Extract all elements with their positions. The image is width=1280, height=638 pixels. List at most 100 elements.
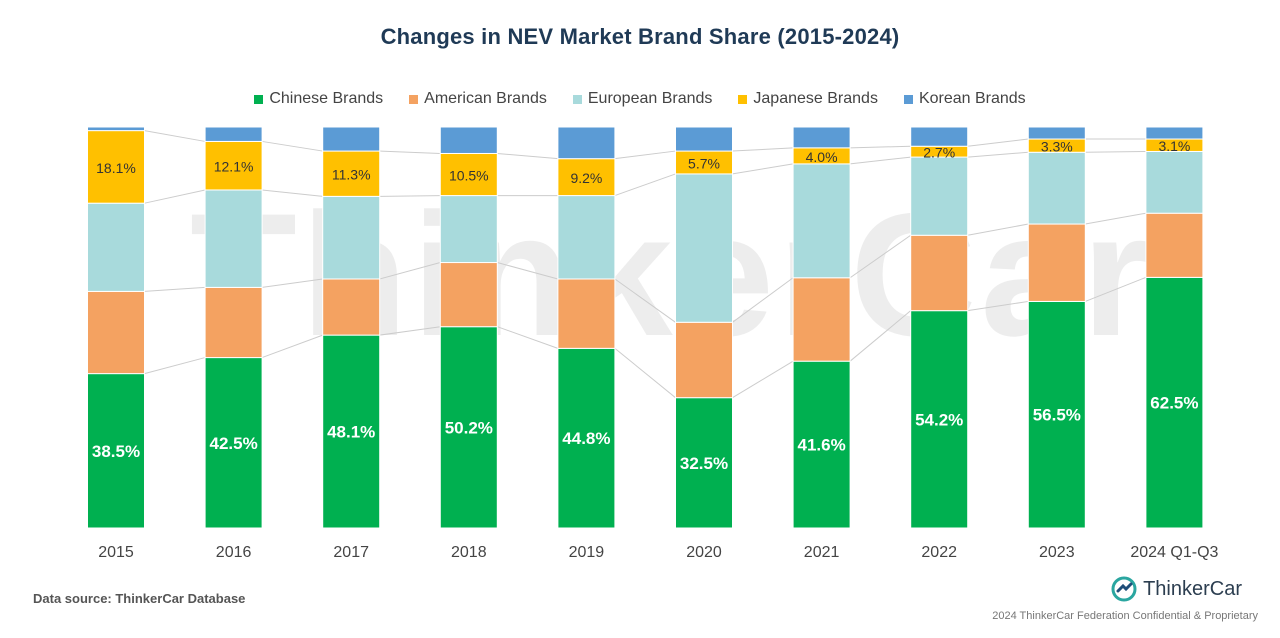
x-tick-label: 2024 Q1-Q3 xyxy=(1130,544,1218,561)
bar-segment-japanese-brands-2017 xyxy=(322,150,381,197)
connector-line xyxy=(614,347,676,399)
connector-line xyxy=(262,140,323,152)
bar-segment-american-brands-2016 xyxy=(204,286,263,359)
data-label: 18.1% xyxy=(96,160,136,176)
bar-segment-chinese-brands-2022 xyxy=(910,310,969,529)
x-tick-label: 2020 xyxy=(686,544,722,561)
bar-segment-korean-brands-2020 xyxy=(675,126,733,152)
data-label: 12.1% xyxy=(214,159,254,175)
bar-segment-european-brands-2023 xyxy=(1027,151,1086,225)
data-label: 42.5% xyxy=(209,434,257,453)
data-label: 50.2% xyxy=(445,418,493,437)
bar-segment-korean-brands-2023 xyxy=(1027,126,1086,140)
bar-segment-european-brands-2017 xyxy=(322,195,381,280)
legend-item-0: Chinese Brands xyxy=(254,90,383,108)
brand-name: ThinkerCar xyxy=(1143,577,1242,600)
bar-segment-european-brands-2022 xyxy=(910,156,969,236)
connector-line xyxy=(614,150,676,160)
connector-line xyxy=(379,262,441,280)
connector-line xyxy=(732,163,794,175)
connector-line xyxy=(144,130,206,142)
bar-segment-european-brands-2020 xyxy=(675,173,733,323)
connector-line xyxy=(1085,212,1146,225)
data-label: 56.5% xyxy=(1033,406,1081,425)
bar-segment-korean-brands-2019 xyxy=(557,126,616,160)
thinkercar-logo-icon xyxy=(1111,576,1137,602)
bar-segment-american-brands-2015 xyxy=(87,290,145,375)
bar-segment-korean-brands-2022 xyxy=(910,126,969,147)
bar-segment-chinese-brands-2023 xyxy=(1027,300,1086,529)
legend-label: American Brands xyxy=(424,90,547,107)
legend-label: Chinese Brands xyxy=(269,90,384,107)
connector-line xyxy=(379,195,441,197)
connector-line xyxy=(614,173,676,197)
legend-swatch xyxy=(409,94,419,104)
bar-segment-american-brands-2022 xyxy=(910,234,969,312)
legend-item-3: Japanese Brands xyxy=(738,90,878,108)
bar-segment-american-brands-2018 xyxy=(439,262,498,328)
bar-segment-american-brands-2021 xyxy=(792,277,851,362)
connector-line xyxy=(144,286,206,292)
bar-segment-chinese-brands-2024 Q1-Q3 xyxy=(1145,276,1204,529)
legend: Chinese Brands American Brands European Br… xyxy=(0,90,1280,108)
bar-segment-korean-brands-2015 xyxy=(87,126,145,132)
bars-group xyxy=(87,126,1204,529)
legend-swatch xyxy=(903,94,913,104)
data-label: 10.5% xyxy=(449,168,489,184)
data-label: 11.3% xyxy=(332,167,371,183)
x-tick-label: 2021 xyxy=(804,544,840,561)
connector-line xyxy=(497,262,559,280)
data-label: 41.6% xyxy=(797,436,845,455)
connector-line xyxy=(850,145,911,149)
x-tick-label: 2017 xyxy=(333,544,369,561)
x-tick-label: 2022 xyxy=(921,544,957,561)
bar-segment-european-brands-2019 xyxy=(557,195,616,280)
bar-segment-american-brands-2017 xyxy=(322,278,381,336)
bar-segment-korean-brands-2024 Q1-Q3 xyxy=(1145,126,1204,140)
connector-line xyxy=(1085,276,1147,302)
legend-item-2: European Brands xyxy=(572,90,713,108)
x-tick-label: 2023 xyxy=(1039,544,1075,561)
connector-line xyxy=(497,326,559,349)
data-label: 3.3% xyxy=(1041,139,1073,155)
bar-segment-european-brands-2024 Q1-Q3 xyxy=(1145,150,1204,214)
bar-segment-chinese-brands-2020 xyxy=(675,397,733,529)
connector-line xyxy=(967,223,1029,236)
connector-line xyxy=(144,357,206,375)
legend-swatch xyxy=(254,94,264,104)
connector-line xyxy=(732,277,794,323)
data-label: 9.2% xyxy=(570,170,602,186)
bar-segment-european-brands-2021 xyxy=(792,163,851,279)
connector-lines xyxy=(144,130,1147,399)
x-tick-label: 2018 xyxy=(451,544,487,561)
bar-segment-american-brands-2023 xyxy=(1027,223,1086,302)
bar-segment-european-brands-2018 xyxy=(439,195,498,264)
data-label: 4.0% xyxy=(806,149,838,165)
x-tick-label: 2015 xyxy=(98,544,134,561)
bar-segment-korean-brands-2018 xyxy=(439,126,498,154)
connector-line xyxy=(732,360,794,399)
data-source-note: Data source: ThinkerCar Database xyxy=(33,591,246,606)
bar-segment-korean-brands-2017 xyxy=(322,126,381,152)
connector-line xyxy=(732,147,794,152)
connector-line xyxy=(849,234,911,279)
connector-line xyxy=(379,150,441,154)
data-label: 62.5% xyxy=(1150,394,1198,413)
legend-label: European Brands xyxy=(587,90,713,107)
connector-line xyxy=(262,278,323,288)
legend-label: Korean Brands xyxy=(918,90,1026,107)
connector-line xyxy=(497,152,558,160)
brand-logo: ThinkerCar xyxy=(1111,576,1242,602)
data-label: 44.8% xyxy=(562,429,610,448)
connector-line xyxy=(849,310,912,362)
bar-segment-japanese-brands-2019 xyxy=(557,158,616,197)
connector-line xyxy=(967,138,1029,147)
connector-line xyxy=(379,326,441,336)
connector-line xyxy=(261,334,323,359)
connector-line xyxy=(967,151,1029,158)
bar-segment-chinese-brands-2021 xyxy=(792,360,851,529)
legend-swatch xyxy=(738,94,748,104)
bar-segment-chinese-brands-2018 xyxy=(439,326,498,529)
legend-label: Japanese Brands xyxy=(753,90,878,107)
data-label: 38.5% xyxy=(92,442,140,461)
